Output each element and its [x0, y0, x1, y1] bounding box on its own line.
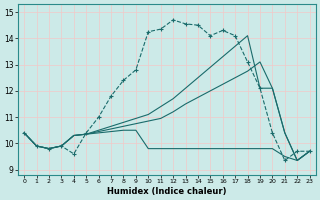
X-axis label: Humidex (Indice chaleur): Humidex (Indice chaleur) [107, 187, 227, 196]
